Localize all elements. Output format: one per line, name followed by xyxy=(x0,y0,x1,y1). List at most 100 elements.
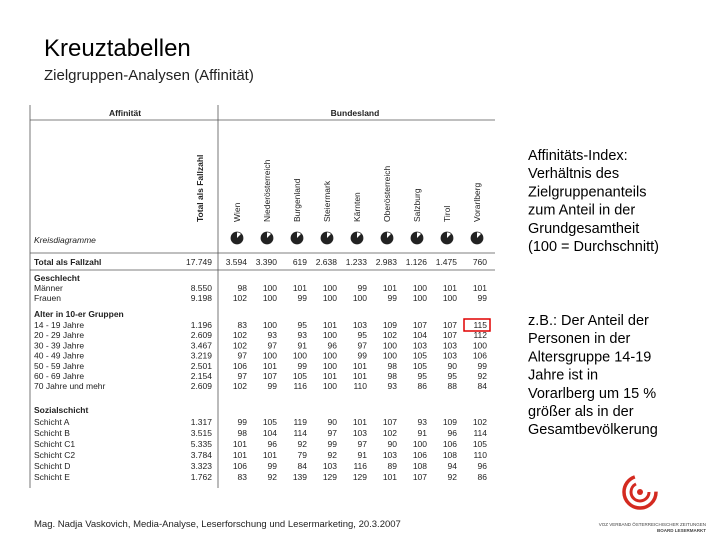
cell: 97 xyxy=(268,340,278,350)
cell: 100 xyxy=(413,293,427,303)
cell: 102 xyxy=(473,417,487,427)
row-label: 50 - 59 Jahre xyxy=(34,361,84,371)
cell: 114 xyxy=(473,428,487,438)
logo: VOZ VERBAND ÖSTERREICHISCHER ZEITUNGEN B… xyxy=(599,474,706,533)
cell: 99 xyxy=(268,381,278,391)
cell: 2.501 xyxy=(191,361,213,371)
row-label: Männer xyxy=(34,283,63,293)
cell: 1.475 xyxy=(436,257,458,267)
pie-slice xyxy=(320,231,333,244)
cell: 100 xyxy=(413,283,427,293)
cell: 97 xyxy=(358,439,368,449)
note-line: Zielgruppenanteils xyxy=(528,184,647,200)
cell: 90 xyxy=(388,439,398,449)
cell: 104 xyxy=(413,330,427,340)
cell: 91 xyxy=(298,340,308,350)
cell: 93 xyxy=(418,417,428,427)
section-title: Alter in 10-er Gruppen xyxy=(34,309,124,319)
cell: 100 xyxy=(323,283,337,293)
cell: 92 xyxy=(328,450,338,460)
cell: 102 xyxy=(233,381,247,391)
cell: 100 xyxy=(413,439,427,449)
cell: 106 xyxy=(413,450,427,460)
cell: 94 xyxy=(448,461,458,471)
cell: 100 xyxy=(323,351,337,361)
cell: 105 xyxy=(293,371,307,381)
cell: 96 xyxy=(328,340,338,350)
cell: 100 xyxy=(383,351,397,361)
cell: 102 xyxy=(233,293,247,303)
cell: 83 xyxy=(238,472,248,482)
cell: 84 xyxy=(478,381,488,391)
cell: 9.198 xyxy=(191,293,213,303)
cell: 95 xyxy=(448,371,458,381)
cell: 102 xyxy=(383,428,397,438)
cell: 1.762 xyxy=(191,472,213,482)
row-label: 70 Jahre und mehr xyxy=(34,381,106,391)
pie-row-label: Kreisdiagramme xyxy=(34,235,96,245)
cell: 95 xyxy=(358,330,368,340)
row-label: 60 - 69 Jahre xyxy=(34,371,84,381)
note-line: größer als in der xyxy=(528,404,634,420)
cell: 1.233 xyxy=(346,257,368,267)
cell: 101 xyxy=(383,472,397,482)
note-line: Grundgesamtheit xyxy=(528,221,639,237)
cell: 2.609 xyxy=(191,330,213,340)
cell: 8.550 xyxy=(191,283,213,293)
cell: 107 xyxy=(443,320,457,330)
cell: 99 xyxy=(268,461,278,471)
cell: 92 xyxy=(268,472,278,482)
cell: 1.317 xyxy=(191,417,213,427)
note-line: Personen in der xyxy=(528,331,631,347)
cell: 107 xyxy=(263,371,277,381)
cell: 96 xyxy=(478,461,488,471)
column-header: Kärnten xyxy=(352,192,362,222)
cell: 101 xyxy=(383,283,397,293)
cell: 100 xyxy=(443,293,457,303)
pie-slice xyxy=(380,231,393,244)
section-title: Sozialschicht xyxy=(34,405,88,415)
cell: 2.154 xyxy=(191,371,213,381)
cell: 100 xyxy=(323,361,337,371)
cell: 100 xyxy=(293,351,307,361)
cell: 101 xyxy=(353,361,367,371)
pie-slice xyxy=(350,231,363,244)
pie-slice xyxy=(410,231,423,244)
cell: 92 xyxy=(298,439,308,449)
cell: 17.749 xyxy=(186,257,212,267)
column-header: Niederösterreich xyxy=(262,159,272,222)
cell: 100 xyxy=(323,293,337,303)
cell: 93 xyxy=(268,330,278,340)
column-header: Steiermark xyxy=(322,180,332,222)
note-line: Affinitäts-Index: xyxy=(528,148,628,164)
column-header: Total als Fallzahl xyxy=(195,155,205,222)
cell: 101 xyxy=(473,283,487,293)
cell: 102 xyxy=(383,330,397,340)
corner-header: Affinität xyxy=(109,108,141,118)
cell: 116 xyxy=(293,381,307,391)
cell: 106 xyxy=(233,461,247,471)
note-line: Vorarlberg um 15 % xyxy=(528,386,656,402)
note-line: Verhältnis des xyxy=(528,166,619,182)
cell: 103 xyxy=(443,340,457,350)
cell: 2.638 xyxy=(316,257,338,267)
pie-slice xyxy=(260,231,273,244)
cell: 760 xyxy=(473,257,487,267)
cell: 99 xyxy=(328,439,338,449)
cell: 101 xyxy=(233,450,247,460)
cell: 96 xyxy=(268,439,278,449)
cell: 103 xyxy=(353,320,367,330)
cell: 109 xyxy=(443,417,457,427)
group-header: Bundesland xyxy=(331,108,380,118)
column-header: Salzburg xyxy=(412,188,422,222)
section-title: Geschlecht xyxy=(34,273,80,283)
cell: 99 xyxy=(478,361,488,371)
cell: 91 xyxy=(418,428,428,438)
cell: 98 xyxy=(238,283,248,293)
cell: 619 xyxy=(293,257,307,267)
cell: 98 xyxy=(238,428,248,438)
cell: 112 xyxy=(473,330,487,340)
cell: 103 xyxy=(353,428,367,438)
cell: 5.335 xyxy=(191,439,213,449)
note-line: Jahre ist in xyxy=(528,368,598,384)
